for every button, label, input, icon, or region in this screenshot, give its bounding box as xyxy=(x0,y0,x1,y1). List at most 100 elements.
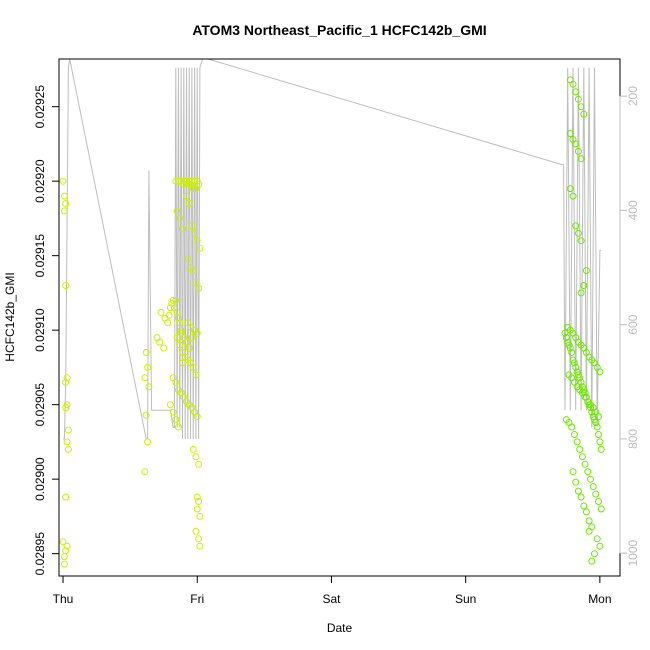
y-tick-label: 0.02905 xyxy=(33,383,47,427)
altitude-line xyxy=(63,58,602,440)
data-point xyxy=(172,378,180,386)
data-point xyxy=(172,416,180,424)
y-axis: 0.02895 0.02900 0.02905 0.02910 0.02915 0.029… xyxy=(33,85,60,576)
data-point xyxy=(196,542,204,550)
data-point xyxy=(179,359,186,367)
data-point xyxy=(572,88,580,96)
data-point xyxy=(595,413,602,421)
data-point xyxy=(566,185,574,193)
data-point xyxy=(193,413,201,421)
data-point xyxy=(142,349,150,356)
plot-border xyxy=(58,58,621,577)
data-point xyxy=(577,155,585,163)
data-point xyxy=(63,438,71,446)
right-tick-label: 200 xyxy=(626,86,640,106)
data-point xyxy=(141,374,149,382)
data-point xyxy=(188,222,196,230)
data-point xyxy=(588,523,596,531)
data-point xyxy=(585,527,593,535)
data-point xyxy=(566,344,574,352)
points-layer xyxy=(59,76,605,568)
x-tick-label: Sat xyxy=(322,592,341,606)
data-point xyxy=(596,542,604,550)
data-point xyxy=(63,542,71,550)
data-point xyxy=(572,140,580,148)
data-point xyxy=(592,490,600,498)
data-point xyxy=(582,508,590,516)
data-point xyxy=(580,502,588,510)
data-point xyxy=(144,438,152,446)
data-point xyxy=(195,535,203,543)
data-point xyxy=(60,553,68,561)
data-point xyxy=(580,110,588,118)
data-point xyxy=(569,80,577,88)
data-point xyxy=(185,344,193,352)
data-point xyxy=(192,279,200,286)
data-point xyxy=(188,177,196,185)
data-point xyxy=(196,512,204,520)
data-point xyxy=(597,505,605,513)
data-point xyxy=(189,267,197,275)
data-point xyxy=(183,192,190,200)
data-point xyxy=(591,550,598,558)
data-point xyxy=(169,408,177,416)
data-point xyxy=(572,363,580,371)
data-point xyxy=(570,378,578,386)
data-point xyxy=(196,244,204,252)
data-point xyxy=(189,363,197,371)
data-point xyxy=(588,557,596,565)
data-point xyxy=(165,311,173,319)
data-point xyxy=(142,411,150,419)
data-point xyxy=(161,314,169,322)
altitude-layer xyxy=(63,58,602,440)
data-point xyxy=(568,423,576,431)
data-point xyxy=(183,338,190,346)
data-point xyxy=(160,344,168,352)
data-point xyxy=(59,177,67,185)
data-point xyxy=(59,538,67,546)
data-point xyxy=(588,408,596,416)
data-point xyxy=(570,359,578,367)
data-point xyxy=(180,393,188,401)
data-point xyxy=(582,267,590,275)
data-point xyxy=(589,483,597,491)
data-point xyxy=(174,177,182,185)
y-tick-label: 0.02910 xyxy=(33,308,47,352)
data-point xyxy=(561,329,569,337)
data-point xyxy=(577,103,585,111)
data-point xyxy=(193,493,201,501)
data-point xyxy=(577,493,585,501)
data-point xyxy=(587,475,594,483)
right-tick-label: 800 xyxy=(626,429,640,449)
data-point xyxy=(60,560,68,568)
data-point xyxy=(593,423,601,431)
data-point xyxy=(576,445,584,453)
data-point xyxy=(62,404,70,412)
data-point xyxy=(64,426,72,434)
right-y-axis: 200 400 600 800 1000 xyxy=(619,86,640,567)
data-point xyxy=(173,334,181,342)
data-point xyxy=(174,314,182,322)
data-point xyxy=(581,389,589,397)
data-point xyxy=(192,371,200,379)
data-point xyxy=(580,282,588,289)
data-point xyxy=(192,527,200,535)
data-point xyxy=(568,349,576,356)
data-point xyxy=(569,468,577,476)
data-point xyxy=(573,438,581,446)
data-point xyxy=(169,374,177,382)
y-tick-label: 0.02895 xyxy=(33,532,47,576)
data-point xyxy=(195,460,203,468)
data-point xyxy=(577,378,585,386)
data-point xyxy=(189,185,197,193)
data-point xyxy=(179,225,186,233)
y-tick-label: 0.02925 xyxy=(33,85,47,129)
data-point xyxy=(195,498,203,505)
data-point xyxy=(172,296,180,304)
data-point xyxy=(562,334,570,342)
data-point xyxy=(193,237,201,245)
data-point xyxy=(569,136,577,143)
data-point xyxy=(62,200,70,207)
data-point xyxy=(585,517,593,525)
data-point xyxy=(193,329,201,337)
